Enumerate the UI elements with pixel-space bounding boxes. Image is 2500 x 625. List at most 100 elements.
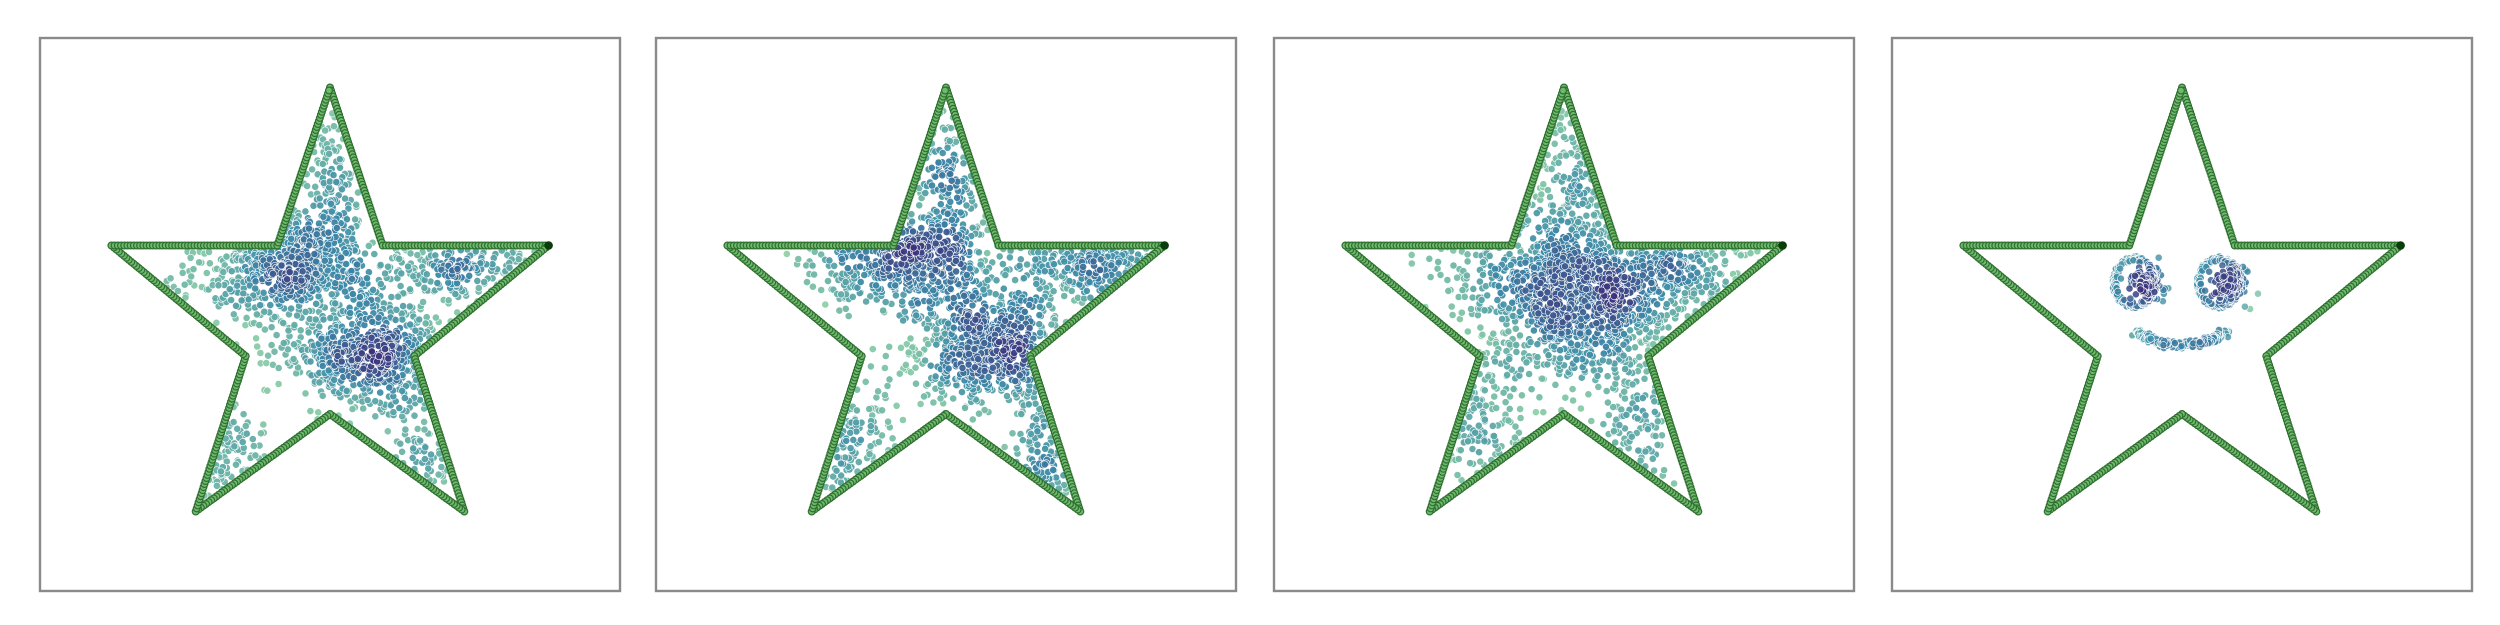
- data-point: [1049, 466, 1058, 474]
- data-point: [314, 408, 323, 417]
- data-point: [422, 270, 431, 279]
- data-point: [947, 176, 956, 185]
- data-point: [376, 261, 385, 269]
- data-point: [376, 280, 385, 288]
- data-point: [1603, 372, 1612, 381]
- data-point: [849, 435, 858, 444]
- data-point: [398, 386, 407, 395]
- data-point: [853, 406, 861, 415]
- data-point: [974, 355, 982, 363]
- data-point: [980, 366, 989, 375]
- data-point: [945, 184, 954, 192]
- data-point: [911, 363, 920, 372]
- data-point: [337, 253, 345, 262]
- data-point: [256, 429, 265, 438]
- data-point: [260, 325, 269, 334]
- data-point: [862, 254, 871, 263]
- data-point: [1017, 410, 1026, 418]
- data-point: [266, 301, 275, 309]
- data-point: [1001, 316, 1009, 325]
- data-point: [952, 234, 960, 242]
- data-point: [330, 375, 339, 384]
- data-point: [473, 276, 482, 285]
- data-point: [895, 369, 904, 378]
- data-point: [897, 343, 905, 352]
- data-point: [1463, 327, 1472, 336]
- data-point: [392, 305, 401, 314]
- data-point: [1518, 391, 1526, 400]
- data-point: [865, 405, 874, 413]
- data-point: [1023, 260, 1031, 269]
- data-point: [262, 359, 271, 367]
- data-point: [1509, 384, 1518, 393]
- data-point: [395, 404, 404, 412]
- data-point: [1045, 301, 1054, 310]
- data-point: [1466, 459, 1474, 467]
- data-point: [327, 199, 335, 208]
- data-point: [332, 178, 341, 186]
- data-point: [1443, 276, 1452, 284]
- data-point: [289, 340, 298, 349]
- data-point: [374, 313, 383, 322]
- data-point: [304, 328, 313, 337]
- data-point: [1035, 302, 1044, 311]
- data-point: [898, 297, 907, 306]
- data-point: [318, 159, 327, 168]
- data-point: [917, 224, 926, 232]
- data-point: [1640, 374, 1649, 383]
- data-point: [965, 350, 973, 358]
- data-point: [252, 310, 261, 319]
- data-point: [1001, 271, 1010, 279]
- data-point: [848, 292, 857, 301]
- data-point: [881, 391, 889, 399]
- data-point: [398, 447, 406, 456]
- data-point: [312, 299, 320, 308]
- data-point: [319, 212, 328, 221]
- data-point: [346, 309, 355, 317]
- data-point: [227, 267, 236, 276]
- data-point: [242, 429, 251, 438]
- data-point: [311, 269, 320, 278]
- data-point: [348, 274, 356, 283]
- data-point: [241, 422, 250, 430]
- data-point: [983, 249, 992, 257]
- data-point: [1547, 165, 1556, 173]
- data-point: [249, 441, 258, 450]
- data-point: [1537, 190, 1546, 199]
- data-point: [838, 255, 846, 263]
- data-point: [289, 355, 298, 363]
- data-point: [368, 317, 377, 326]
- data-point: [1568, 133, 1576, 142]
- data-point: [217, 467, 225, 476]
- data-point: [317, 334, 326, 343]
- data-point: [794, 255, 803, 263]
- data-point: [341, 287, 349, 296]
- data-point: [1577, 404, 1585, 413]
- data-point: [861, 377, 870, 386]
- data-point: [821, 300, 830, 309]
- data-point: [915, 349, 924, 358]
- data-point: [958, 363, 967, 372]
- data-point: [233, 424, 242, 433]
- data-point: [251, 284, 260, 293]
- data-point: [866, 442, 875, 451]
- data-point: [212, 318, 221, 327]
- data-point: [952, 267, 960, 276]
- data-point: [1620, 387, 1629, 396]
- data-point: [936, 246, 945, 255]
- data-point: [229, 310, 238, 319]
- data-point: [1458, 286, 1467, 294]
- data-point: [1604, 411, 1613, 419]
- data-point: [421, 319, 430, 328]
- data-point: [902, 360, 910, 369]
- data-point: [1631, 343, 1639, 352]
- data-point: [395, 254, 403, 263]
- data-point: [283, 275, 291, 284]
- data-point: [940, 125, 949, 134]
- data-point: [929, 398, 938, 407]
- data-point: [420, 455, 429, 463]
- data-point: [975, 248, 983, 257]
- data-point: [361, 249, 369, 258]
- data-point: [929, 286, 938, 295]
- data-point: [875, 438, 883, 446]
